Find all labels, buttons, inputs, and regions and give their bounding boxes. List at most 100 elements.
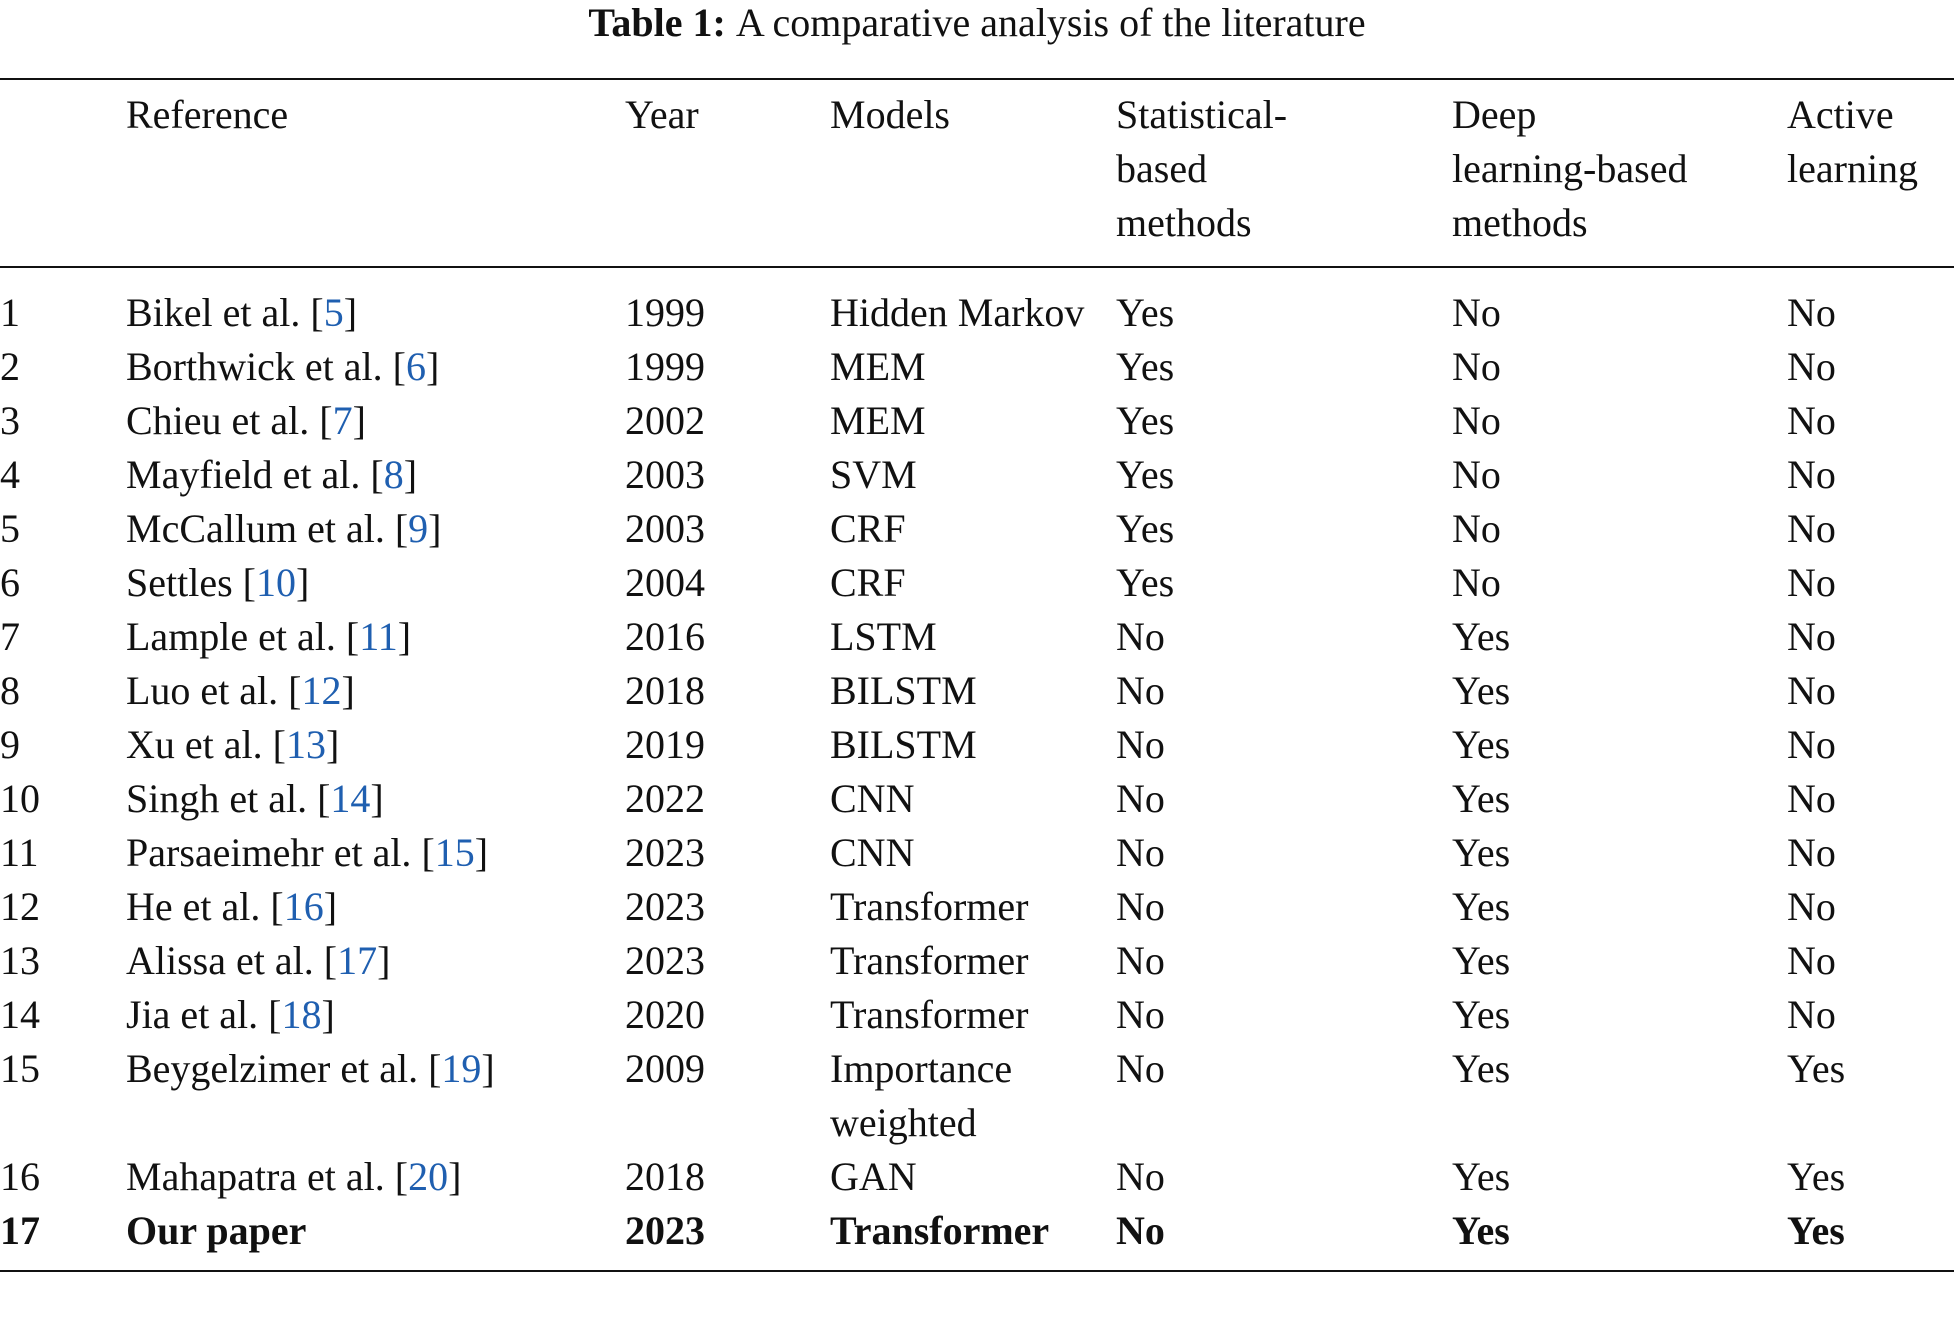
header-line: methods [1116, 200, 1252, 245]
reference-author: Luo et al. [126, 668, 279, 713]
year-cell: 2003 [625, 452, 705, 497]
reference-cell: Borthwick et al. 6 [126, 340, 625, 394]
deep-cell: No [1452, 398, 1501, 443]
citation-link: 15 [421, 830, 488, 875]
deep-cell: Yes [1452, 722, 1511, 767]
model-cell: SVM [830, 452, 917, 497]
reference-author: Mahapatra et al. [126, 1154, 385, 1199]
active-cell: No [1787, 722, 1836, 767]
header-cell: Deep learning-based methods [1452, 79, 1787, 267]
citation-link: 11 [346, 614, 411, 659]
model-cell: CRF [830, 506, 906, 551]
statistical-cell: No [1116, 722, 1165, 767]
header-cell: Statistical-based methods [1116, 79, 1452, 267]
table-caption: Table 1: A comparative analysis of the li… [0, 0, 1954, 46]
active-cell: No [1787, 668, 1836, 713]
deep-cell: Yes [1452, 1154, 1511, 1199]
statistical-cell: No [1116, 1208, 1165, 1253]
deep-cell: Yes [1452, 938, 1511, 983]
statistical-cell: No [1116, 1046, 1165, 1091]
year-cell: 2009 [625, 1046, 705, 1091]
model-cell: CRF [830, 560, 906, 605]
caption-text: A comparative analysis of the literature [735, 0, 1366, 45]
reference-author: Chieu et al. [126, 398, 310, 443]
model-cell: Importance weighted [830, 1046, 1013, 1145]
statistical-cell: No [1116, 614, 1165, 659]
header-line: learning [1787, 146, 1919, 191]
row-number: 5 [0, 506, 20, 551]
reference-cell: He et al. 16 [126, 880, 625, 934]
statistical-cell: Yes [1116, 506, 1175, 551]
statistical-cell: Yes [1116, 290, 1175, 335]
row-number: 12 [0, 884, 40, 929]
row-number: 16 [0, 1154, 40, 1199]
header-cell: Year [625, 79, 830, 267]
statistical-cell: No [1116, 938, 1165, 983]
reference-cell: Parsaeimehr et al. 15 [126, 826, 625, 880]
active-cell: No [1787, 398, 1836, 443]
row-number: 3 [0, 398, 20, 443]
statistical-cell: No [1116, 776, 1165, 821]
reference-author: Bikel et al. [126, 290, 301, 335]
reference-author: Beygelzimer et al. [126, 1046, 419, 1091]
model-cell: CNN [830, 830, 915, 875]
citation-link: 17 [324, 938, 391, 983]
deep-cell: Yes [1452, 992, 1511, 1037]
year-cell: 2019 [625, 722, 705, 767]
reference-author: Parsaeimehr et al. [126, 830, 412, 875]
citation-link: 8 [370, 452, 417, 497]
reference-cell: Mayfield et al. 8 [126, 448, 625, 502]
reference-author: Alissa et al. [126, 938, 314, 983]
reference-cell: Chieu et al. 7 [126, 394, 625, 448]
model-cell: Hidden Markov [830, 290, 1085, 335]
table-row: 9Xu et al. 132019BILSTMNoYesNo [0, 718, 1954, 772]
year-cell: 2023 [625, 830, 705, 875]
active-cell: No [1787, 614, 1836, 659]
statistical-cell: Yes [1116, 344, 1175, 389]
header-line: based [1116, 146, 1208, 191]
deep-cell: Yes [1452, 614, 1511, 659]
reference-author: Mayfield et al. [126, 452, 361, 497]
year-cell: 2018 [625, 668, 705, 713]
deep-cell: Yes [1452, 884, 1511, 929]
deep-cell: Yes [1452, 1208, 1510, 1253]
header-line: Active [1787, 92, 1894, 137]
statistical-cell: No [1116, 992, 1165, 1037]
header-row: Reference Year Models Statistical-based meth… [0, 79, 1954, 267]
statistical-cell: Yes [1116, 452, 1175, 497]
header-line: methods [1452, 200, 1588, 245]
active-cell: No [1787, 506, 1836, 551]
reference-cell: Singh et al. 14 [126, 772, 625, 826]
active-cell: No [1787, 992, 1836, 1037]
active-cell: No [1787, 560, 1836, 605]
year-cell: 1999 [625, 344, 705, 389]
citation-link: 6 [393, 344, 440, 389]
row-number: 1 [0, 290, 20, 335]
deep-cell: No [1452, 452, 1501, 497]
citation-link: 12 [288, 668, 355, 713]
header-line: Statistical- [1116, 92, 1288, 137]
header-line: Deep [1452, 92, 1537, 137]
model-cell: Transformer [830, 884, 1029, 929]
row-number: 14 [0, 992, 40, 1037]
reference-cell: Xu et al. 13 [126, 718, 625, 772]
deep-cell: No [1452, 290, 1501, 335]
header-cell: Active learning [1787, 79, 1954, 267]
citation-link: 20 [395, 1154, 462, 1199]
reference-author: Singh et al. [126, 776, 308, 821]
model-cell: Transformer [830, 938, 1029, 983]
active-cell: No [1787, 290, 1836, 335]
table-row: 17 Our paper 2023 Transformer No Yes Yes [0, 1204, 1954, 1271]
reference-cell: Lample et al. 11 [126, 610, 625, 664]
deep-cell: Yes [1452, 1046, 1511, 1091]
row-number: 2 [0, 344, 20, 389]
reference-author: Xu et al. [126, 722, 263, 767]
statistical-cell: No [1116, 1154, 1165, 1199]
